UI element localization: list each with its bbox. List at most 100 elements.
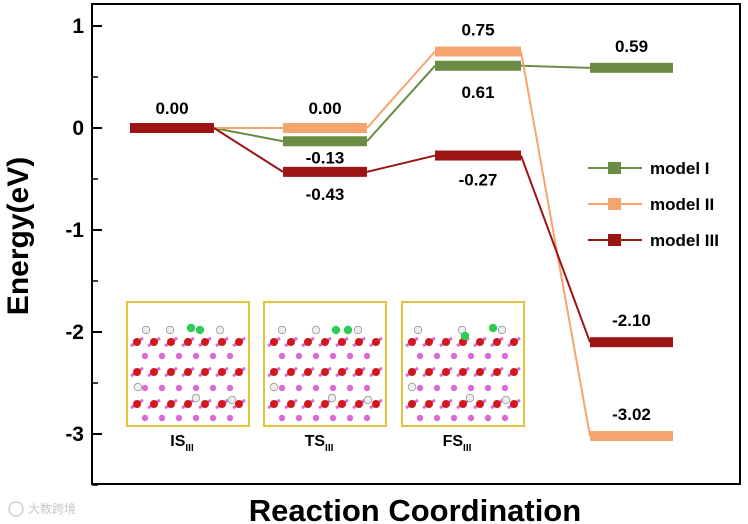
metal-atom <box>192 384 200 392</box>
value-labels: -0.13 0.61 0.59 0.00 0.75 -3.02 0.00 -0.43 -0.27… <box>155 21 650 425</box>
oxygen-atom <box>355 368 363 376</box>
y-tick-label: 0 <box>72 117 84 140</box>
oxygen-atom <box>184 338 192 346</box>
data-label: 0.00 <box>155 99 188 118</box>
oxygen-atom <box>338 368 346 376</box>
data-label: -3.02 <box>612 405 651 424</box>
legend: model I model II model III <box>588 159 719 250</box>
metal-atom <box>433 384 441 392</box>
oxygen-atom <box>338 338 346 346</box>
oxygen-atom <box>270 400 278 408</box>
plot-frame <box>91 3 741 485</box>
energy-bar-model-i <box>435 60 521 71</box>
energy-bar-model-ii <box>590 431 673 442</box>
oxygen-atom <box>442 400 450 408</box>
metal-atom <box>226 384 234 392</box>
metal-atom <box>467 352 475 360</box>
y-tick-label: -1 <box>65 219 84 242</box>
data-label: 0.59 <box>615 37 648 56</box>
energy-levels <box>130 46 673 442</box>
energy-bar-model-iii <box>435 150 521 161</box>
oxygen-atom <box>355 338 363 346</box>
hydrogen-atom <box>269 382 279 392</box>
energy-bar-model-i <box>283 136 367 147</box>
metal-atom <box>346 384 354 392</box>
structure-insets: ISIII TSIII FSIII <box>126 301 525 454</box>
oxygen-atom <box>321 400 329 408</box>
oxygen-atom <box>408 368 416 376</box>
energy-bar-model-iii <box>590 337 673 348</box>
connector-model-iii <box>520 155 591 343</box>
oxygen-atom <box>270 338 278 346</box>
y-tick-label: -3 <box>65 423 84 446</box>
metal-atom <box>467 414 475 422</box>
metal-atom <box>192 414 200 422</box>
oxygen-atom <box>184 400 192 408</box>
metal-atom <box>450 384 458 392</box>
oxygen-atom <box>270 368 278 376</box>
metal-atom <box>484 352 492 360</box>
hydrogen-atom <box>227 395 237 405</box>
connector-model-i <box>366 65 436 142</box>
legend-marker <box>608 198 621 210</box>
energy-bar-model-iii <box>130 123 214 133</box>
hydrogen-atom <box>133 382 143 392</box>
connector-lines <box>213 50 591 437</box>
metal-atom <box>484 384 492 392</box>
metal-atom <box>450 414 458 422</box>
connector-model-ii <box>366 50 436 129</box>
hydrogen-atom <box>165 325 175 335</box>
oxygen-atom <box>493 368 501 376</box>
y-axis-title: Energy(eV) <box>2 157 35 315</box>
oxygen-atom <box>218 400 226 408</box>
data-label: 0.00 <box>308 99 341 118</box>
oxygen-atom <box>425 338 433 346</box>
oxygen-atom <box>372 338 380 346</box>
oxygen-atom <box>167 338 175 346</box>
adsorbate-atom <box>195 325 205 335</box>
metal-atom <box>158 414 166 422</box>
data-label: 0.61 <box>461 83 494 102</box>
energy-bar-model-i <box>590 62 673 73</box>
legend-label: model III <box>650 231 719 250</box>
oxygen-atom <box>321 338 329 346</box>
metal-atom <box>329 414 337 422</box>
metal-atom <box>175 384 183 392</box>
inset-is: ISIII <box>126 301 250 454</box>
oxygen-atom <box>133 368 141 376</box>
y-axis: 1 0 -1 -2 -3 <box>65 15 102 486</box>
connector-model-i <box>520 64 591 69</box>
metal-atom <box>226 414 234 422</box>
metal-atom <box>295 384 303 392</box>
oxygen-atom <box>235 368 243 376</box>
metal-atom <box>192 352 200 360</box>
inset-label: FSIII <box>443 433 472 454</box>
oxygen-atom <box>287 400 295 408</box>
metal-atom <box>363 352 371 360</box>
oxygen-atom <box>476 338 484 346</box>
metal-atom <box>278 352 286 360</box>
y-tick-label: -2 <box>65 321 84 344</box>
energy-bar-model-ii <box>435 46 521 57</box>
metal-atom <box>209 384 217 392</box>
data-label: -0.43 <box>306 185 345 204</box>
hydrogen-atom <box>413 325 423 335</box>
inset-label: ISIII <box>170 433 194 454</box>
oxygen-atom <box>201 338 209 346</box>
metal-atom <box>484 414 492 422</box>
hydrogen-atom <box>501 395 511 405</box>
hydrogen-atom <box>363 395 373 405</box>
metal-atom <box>278 384 286 392</box>
metal-atom <box>141 352 149 360</box>
metal-atom <box>158 352 166 360</box>
oxygen-atom <box>459 400 467 408</box>
adsorbate-atom <box>343 325 353 335</box>
metal-atom <box>433 414 441 422</box>
metal-atom <box>416 352 424 360</box>
data-label: -2.10 <box>612 311 651 330</box>
oxygen-atom <box>493 400 501 408</box>
metal-atom <box>278 414 286 422</box>
oxygen-atom <box>372 400 380 408</box>
metal-atom <box>209 352 217 360</box>
legend-label: model II <box>650 195 714 214</box>
